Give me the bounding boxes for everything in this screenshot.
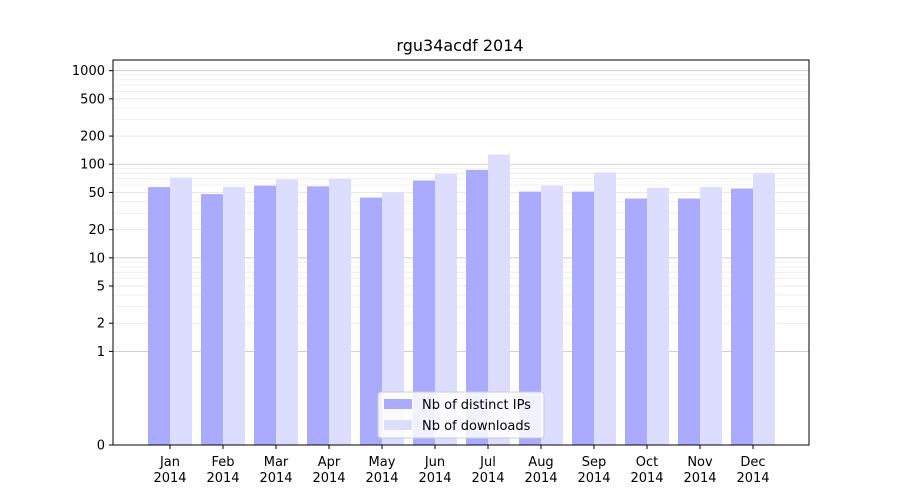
x-tick-label-year: 2014 (418, 471, 451, 486)
y-axis: 0 1 2 5 10 20 50 100 200 500 1000 (72, 64, 113, 454)
x-tick-label-month: Oct (636, 455, 658, 470)
bar-distinct-ips (625, 198, 647, 445)
x-tick-label-month: Jun (424, 455, 445, 470)
x-tick-label-year: 2014 (153, 471, 186, 486)
x-tick-label-month: Jul (479, 455, 496, 470)
bar-distinct-ips (731, 188, 753, 445)
legend-label: Nb of distinct IPs (422, 398, 531, 413)
x-tick-label-month: Feb (211, 455, 234, 470)
y-tick-label: 50 (88, 186, 105, 201)
x-tick-label-year: 2014 (524, 471, 557, 486)
x-tick-label-year: 2014 (630, 471, 663, 486)
y-tick-label: 20 (88, 223, 105, 238)
y-tick-label: 500 (80, 92, 105, 107)
bar-distinct-ips (519, 191, 541, 445)
x-tick-label-year: 2014 (312, 471, 345, 486)
bars (148, 154, 775, 446)
legend-label: Nb of downloads (422, 419, 531, 434)
legend: Nb of distinct IPs Nb of downloads (377, 391, 545, 439)
bar-distinct-ips (678, 198, 700, 445)
bar-distinct-ips (413, 180, 435, 446)
bar-downloads (329, 178, 351, 446)
legend-swatch (384, 420, 412, 430)
y-tick-label: 100 (80, 158, 105, 173)
bar-downloads (382, 192, 404, 445)
x-tick-label-year: 2014 (471, 471, 504, 486)
legend-swatch (384, 399, 412, 409)
x-tick-label-year: 2014 (577, 471, 610, 486)
x-tick-label-year: 2014 (206, 471, 239, 486)
x-tick-label-month: Dec (740, 455, 765, 470)
x-tick-label-month: May (369, 455, 396, 470)
bar-downloads (700, 187, 722, 445)
x-tick-label-year: 2014 (259, 471, 292, 486)
bar-distinct-ips (307, 186, 329, 445)
legend-box (377, 391, 545, 439)
bar-downloads (276, 179, 298, 445)
y-tick-label: 1000 (72, 64, 105, 79)
x-tick-label-month: Jan (159, 455, 180, 470)
plot-area-frame (112, 59, 810, 446)
y-tick-label: 0 (97, 439, 105, 454)
bar-distinct-ips (201, 194, 223, 445)
y-tick-label: 2 (97, 317, 105, 332)
y-tick-label: 5 (97, 280, 105, 295)
y-tick-label: 10 (88, 251, 105, 266)
y-tick-label: 200 (80, 130, 105, 145)
bar-downloads (753, 172, 775, 445)
bar-downloads (435, 173, 457, 446)
x-tick-label-month: Nov (687, 455, 713, 470)
bar-downloads (647, 187, 669, 445)
bar-distinct-ips (254, 185, 276, 446)
bar-distinct-ips (148, 187, 170, 445)
x-axis: Jan2014Feb2014Mar2014Apr2014May2014Jun20… (153, 445, 770, 486)
bar-downloads (488, 154, 510, 445)
x-tick-label-month: Sep (582, 455, 607, 470)
bar-downloads (170, 177, 192, 446)
x-tick-label-year: 2014 (736, 471, 769, 486)
bar-downloads (541, 185, 563, 446)
chart-title: rgu34acdf 2014 (396, 36, 523, 55)
x-tick-label-year: 2014 (683, 471, 716, 486)
bar-distinct-ips (466, 169, 488, 445)
x-tick-label-month: Aug (528, 455, 553, 470)
y-tick-label: 1 (97, 345, 105, 360)
x-tick-label-month: Apr (318, 455, 341, 470)
bar-downloads (594, 172, 616, 446)
bar-distinct-ips (572, 191, 594, 445)
x-tick-label-year: 2014 (365, 471, 398, 486)
bar-distinct-ips (360, 197, 382, 445)
bar-downloads (223, 187, 245, 445)
x-tick-label-month: Mar (264, 455, 289, 470)
